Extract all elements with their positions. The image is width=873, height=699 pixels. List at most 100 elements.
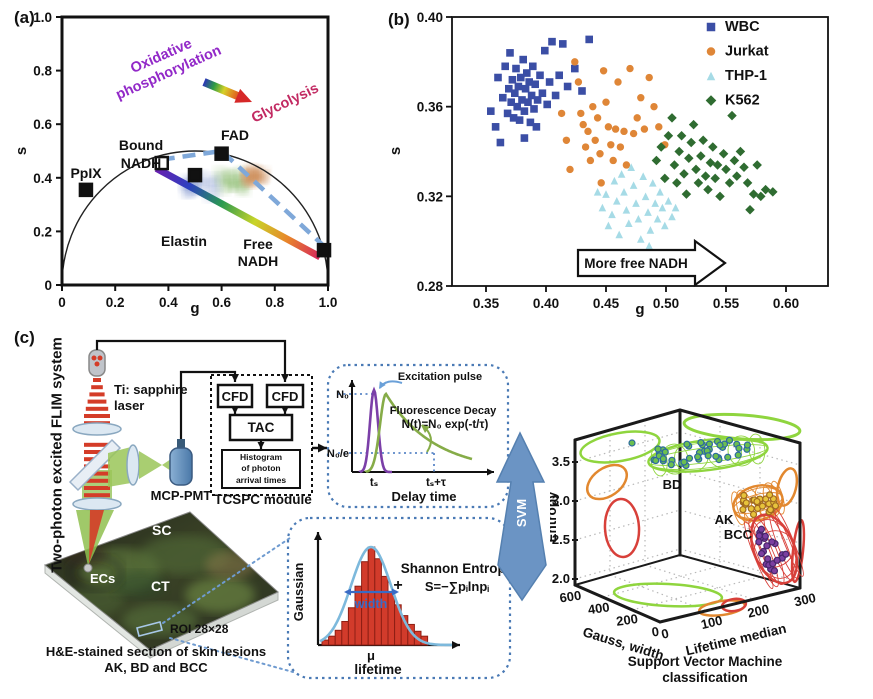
- svg-text:s: s: [387, 147, 404, 155]
- dashed-mixing-line: [161, 148, 326, 248]
- svg-text:600: 600: [559, 588, 583, 606]
- svg-text:0.50: 0.50: [653, 296, 679, 311]
- svg-text:1.0: 1.0: [319, 295, 338, 310]
- svg-text:N₀: N₀: [336, 389, 349, 401]
- svg-text:0.6: 0.6: [33, 117, 52, 132]
- series-THP-1: [593, 163, 680, 250]
- tac-box-label: TAC: [247, 420, 275, 435]
- series-K562: [651, 110, 778, 215]
- svg-text:0.40: 0.40: [417, 10, 443, 25]
- svg-text:0.40: 0.40: [533, 296, 559, 311]
- excitation-pulse-curve: [358, 386, 393, 474]
- svg-text:tₛ: tₛ: [370, 477, 379, 489]
- svg-text:0.2: 0.2: [33, 224, 52, 239]
- laser-label: Ti: sapphire laser: [114, 382, 188, 414]
- mesh-ellipsoid: [744, 508, 804, 590]
- svg-text:N(t)=N₀ exp(-t/τ): N(t)=N₀ exp(-t/τ): [402, 419, 489, 431]
- svg-text:2.0: 2.0: [552, 571, 570, 586]
- svg-text:Lifetime median: Lifetime median: [684, 621, 788, 659]
- svg-text:1.0: 1.0: [33, 10, 52, 25]
- svg-text:200: 200: [746, 601, 771, 620]
- svg-text:0: 0: [660, 625, 670, 641]
- svg-text:0.8: 0.8: [265, 295, 284, 310]
- svg-text:AK: AK: [715, 512, 734, 527]
- svg-text:0.35: 0.35: [473, 296, 500, 311]
- sample-roi-label: ROI 28×28: [170, 622, 229, 636]
- svg-text:S=−∑pᵢlnpᵢ: S=−∑pᵢlnpᵢ: [425, 579, 489, 594]
- svg-text:Shannon Entropy: Shannon Entropy: [401, 561, 514, 576]
- svg-text:THP-1: THP-1: [725, 68, 767, 84]
- fluorescence-decay-curve: [364, 391, 473, 473]
- gaussian-fit-curve: [319, 545, 453, 647]
- svg-text:FAD: FAD: [221, 127, 249, 143]
- svm-arrow-label: SVM: [513, 498, 529, 528]
- universal-semicircle: [61, 150, 329, 286]
- svm-arrow: [495, 431, 547, 602]
- series-Jurkat: [557, 58, 669, 187]
- svg-text:WBC: WBC: [725, 19, 760, 35]
- svg-text:g: g: [635, 301, 644, 318]
- svg-text:+: +: [393, 577, 402, 594]
- svg-text:300: 300: [793, 590, 818, 609]
- sample-sc-label: SC: [152, 522, 172, 538]
- svg-text:lifetime: lifetime: [354, 662, 402, 677]
- svg-text:0.60: 0.60: [773, 296, 799, 311]
- phasor-markers: [78, 146, 332, 258]
- svg-text:400: 400: [587, 599, 611, 617]
- cell-scatter-plot: 0.35 0.40 0.45 0.50 0.55 0.60 0.28 0.32 0.36 0.40…: [387, 10, 829, 318]
- svg-text:BCC: BCC: [724, 527, 753, 542]
- sample-caption: H&E-stained section of skin lesions AK, …: [45, 644, 267, 675]
- svg-text:Elastin: Elastin: [161, 233, 207, 249]
- svg-text:0.36: 0.36: [417, 100, 444, 115]
- panel-a-label: (a): [14, 8, 35, 27]
- panel-b-label: (b): [388, 10, 410, 29]
- svg-text:Entropy: Entropy: [550, 491, 559, 542]
- svg-text:Delay time: Delay time: [391, 489, 456, 504]
- dichroic-mirror-icon: [68, 438, 122, 492]
- svg-text:3.5: 3.5: [552, 454, 570, 469]
- rainbow-mixing-line: [154, 165, 322, 260]
- legend: WBC Jurkat THP-1 K562: [705, 19, 769, 109]
- lens-icon: [72, 422, 122, 436]
- detector-connector: [177, 439, 185, 451]
- phasor-plot: 0 0.2 0.4 0.6 0.8 1.0 0 0.2 0.4 0.6 0.8 1.0 g s PpIX Bo…: [13, 10, 338, 317]
- cfd2-box-label: CFD: [271, 388, 299, 404]
- svg-text:0.45: 0.45: [593, 296, 620, 311]
- dot-cloud: [755, 525, 790, 575]
- svg-text:0.4: 0.4: [33, 171, 52, 186]
- dot-cloud: [650, 436, 752, 470]
- tissue-sample: [43, 511, 279, 660]
- svg-text:0.32: 0.32: [417, 189, 443, 204]
- optical-path: [68, 349, 193, 573]
- svg-text:Oxidativephosphorylation: Oxidativephosphorylation: [106, 26, 224, 103]
- mcp-pmt-icon: [169, 447, 193, 486]
- svg-text:Jurkat: Jurkat: [725, 44, 769, 60]
- svg-text:μ: μ: [367, 648, 375, 663]
- lens-icon: [72, 497, 122, 511]
- svg-text:100: 100: [699, 613, 724, 632]
- svg-text:width: width: [354, 597, 388, 611]
- svg-text:g: g: [190, 300, 199, 317]
- svg-text:PpIX: PpIX: [70, 165, 102, 181]
- svg-text:More free NADH: More free NADH: [584, 256, 688, 271]
- tcspc-module: [210, 374, 313, 496]
- more-free-nadh-arrow: [576, 238, 727, 288]
- svg-text:0.6: 0.6: [212, 295, 231, 310]
- svg-text:Fluorescence Decay: Fluorescence Decay: [390, 405, 497, 417]
- svg-text:0.55: 0.55: [713, 296, 740, 311]
- svg-text:0.28: 0.28: [417, 279, 444, 294]
- svm-3d-plot: BDAKBCC3.53.02.52.0Entropy6004002000Gaus…: [550, 408, 818, 685]
- svg-text:0.8: 0.8: [33, 64, 52, 79]
- svg-text:3.0: 3.0: [552, 493, 570, 508]
- svg-text:200: 200: [615, 611, 639, 629]
- svg-text:0: 0: [44, 278, 52, 293]
- svg-text:BD: BD: [663, 477, 682, 492]
- series-WBC: [487, 35, 593, 147]
